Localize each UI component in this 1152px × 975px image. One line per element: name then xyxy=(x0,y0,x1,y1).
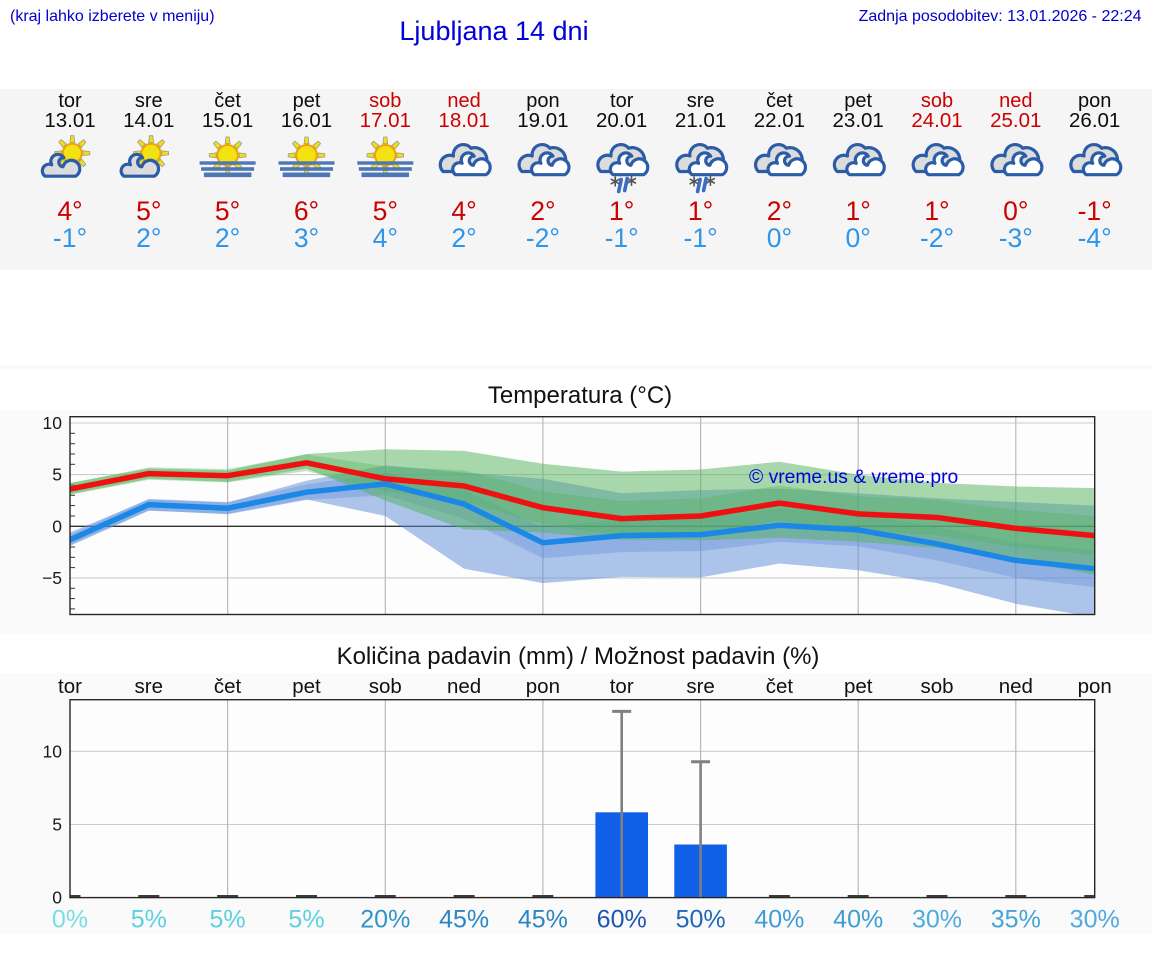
svg-text:sre: sre xyxy=(686,675,714,698)
svg-text:Temperatura (°C): Temperatura (°C) xyxy=(488,382,672,409)
svg-text:40%: 40% xyxy=(754,906,804,934)
svg-text:30%: 30% xyxy=(1070,906,1120,934)
svg-text:20%: 20% xyxy=(360,906,410,934)
svg-text:−5: −5 xyxy=(42,568,62,588)
svg-text:pon: pon xyxy=(526,675,560,698)
svg-text:sob: sob xyxy=(920,675,953,698)
svg-text:45%: 45% xyxy=(518,906,568,934)
svg-text:pon: pon xyxy=(1078,675,1112,698)
svg-text:sre: sre xyxy=(135,675,163,698)
svg-text:ned: ned xyxy=(999,675,1033,698)
svg-text:60%: 60% xyxy=(597,906,647,934)
svg-text:5%: 5% xyxy=(131,906,167,934)
svg-text:tor: tor xyxy=(610,675,634,698)
svg-text:© vreme.us & vreme.pro: © vreme.us & vreme.pro xyxy=(749,467,958,488)
svg-text:sob: sob xyxy=(369,675,402,698)
svg-text:pet: pet xyxy=(292,675,321,698)
svg-text:50%: 50% xyxy=(676,906,726,934)
svg-text:tor: tor xyxy=(58,675,82,698)
svg-text:0: 0 xyxy=(52,888,62,908)
svg-text:5%: 5% xyxy=(210,906,246,934)
svg-text:10: 10 xyxy=(43,413,63,433)
svg-text:40%: 40% xyxy=(833,906,883,934)
svg-text:30%: 30% xyxy=(912,906,962,934)
svg-text:čet: čet xyxy=(766,675,794,698)
svg-text:0%: 0% xyxy=(52,906,88,934)
svg-text:0: 0 xyxy=(52,516,62,536)
svg-text:10: 10 xyxy=(43,741,63,761)
svg-text:čet: čet xyxy=(214,675,242,698)
svg-text:45%: 45% xyxy=(439,906,489,934)
svg-text:35%: 35% xyxy=(991,906,1041,934)
svg-text:5%: 5% xyxy=(288,906,324,934)
svg-text:Količina padavin (mm) / Možnos: Količina padavin (mm) / Možnost padavin … xyxy=(337,643,820,670)
svg-text:pet: pet xyxy=(844,675,873,698)
svg-text:5: 5 xyxy=(52,815,62,835)
svg-text:5: 5 xyxy=(52,465,62,485)
svg-text:ned: ned xyxy=(447,675,481,698)
